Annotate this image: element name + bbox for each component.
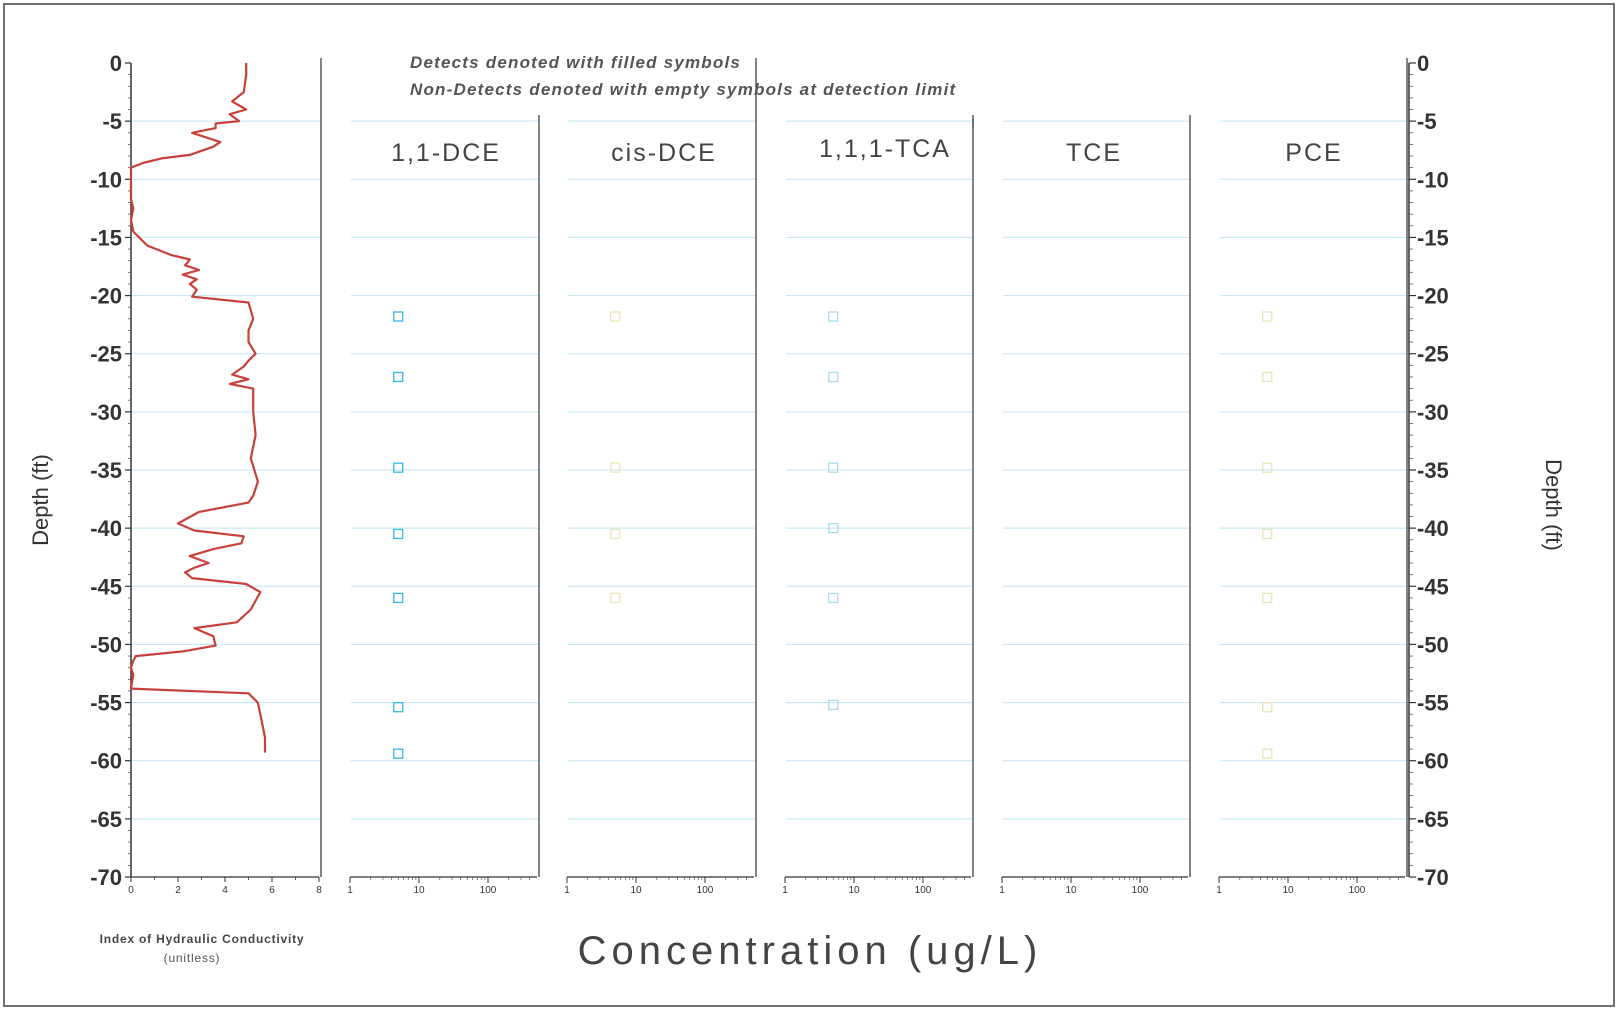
axes-group: 0-5-10-15-20-25-30-35-40-45-50-55-60-65-… — [90, 51, 1449, 896]
hydraulic-x-label-units: (unitless) — [164, 951, 221, 965]
note-filled-symbols: Detects denoted with filled symbols — [410, 53, 741, 72]
right-y-tick-label: -60 — [1417, 749, 1449, 774]
x-tick-label-1-1-dce: 10 — [413, 885, 425, 896]
nondetect-point-cis-dce — [610, 592, 621, 604]
figure-border — [3, 3, 1615, 1007]
x-tick-label-tce: 10 — [1065, 885, 1077, 896]
hydraulic-x-tick-label: 2 — [175, 885, 181, 896]
left-y-tick-label: -25 — [90, 342, 122, 367]
right-y-tick-label: -20 — [1417, 284, 1449, 309]
right-y-tick-label: -70 — [1417, 865, 1449, 890]
left-y-tick-label: -65 — [90, 807, 122, 832]
nondetect-point-1-1-1-tca — [828, 371, 839, 383]
left-y-tick-label: -55 — [90, 691, 122, 716]
right-y-tick-label: -10 — [1417, 167, 1449, 192]
nondetect-point-cis-dce — [610, 311, 621, 322]
nondetect-point-pce — [1262, 528, 1273, 540]
right-y-tick-label: -65 — [1417, 807, 1449, 832]
y-axis-label-left: Depth (ft) — [28, 454, 53, 546]
panel-title-cis-dce: cis-DCE — [611, 139, 717, 167]
x-tick-label-cis-dce: 10 — [630, 885, 642, 896]
grid-lines — [132, 120, 1407, 820]
right-y-tick-label: -5 — [1417, 109, 1437, 134]
x-tick-label-cis-dce: 1 — [564, 885, 570, 896]
right-y-tick-label: -55 — [1417, 691, 1449, 716]
nondetect-point-pce — [1262, 371, 1273, 383]
nondetect-point-1-1-1-tca — [828, 592, 839, 604]
x-tick-label-1-1-1-tca: 100 — [915, 885, 932, 896]
nondetect-point-pce — [1262, 311, 1273, 322]
nondetect-point-1-1-dce — [393, 748, 404, 759]
right-y-tick-label: -45 — [1417, 574, 1449, 599]
hydraulic-x-tick-label: 4 — [222, 885, 228, 896]
hydraulic-x-tick-label: 0 — [128, 885, 134, 896]
left-y-tick-label: -60 — [90, 749, 122, 774]
x-tick-label-1-1-dce: 100 — [480, 885, 497, 896]
nondetect-point-1-1-dce — [393, 371, 404, 383]
x-tick-label-tce: 100 — [1132, 885, 1149, 896]
x-tick-label-pce: 10 — [1282, 885, 1294, 896]
hydraulic-x-label: Index of Hydraulic Conductivity — [100, 932, 305, 946]
x-tick-label-1-1-1-tca: 1 — [782, 885, 788, 896]
x-tick-label-pce: 100 — [1349, 885, 1366, 896]
x-tick-label-pce: 1 — [1216, 885, 1222, 896]
hydraulic-x-tick-label: 6 — [269, 885, 275, 896]
panel-title-pce: PCE — [1285, 139, 1342, 167]
left-y-tick-label: -40 — [90, 516, 122, 541]
nondetect-point-1-1-dce — [393, 592, 404, 604]
right-y-tick-label: -35 — [1417, 458, 1449, 483]
nondetect-point-1-1-1-tca — [828, 699, 839, 711]
nondetect-point-pce — [1262, 702, 1273, 713]
hydraulic-conductivity-line — [129, 63, 267, 753]
left-y-tick-label: -45 — [90, 574, 122, 599]
left-y-tick-label: 0 — [110, 51, 122, 76]
nondetect-point-1-1-1-tca — [828, 311, 839, 322]
left-y-tick-label: -20 — [90, 284, 122, 309]
right-y-tick-label: -25 — [1417, 342, 1449, 367]
nondetect-point-pce — [1262, 592, 1273, 604]
nondetect-point-1-1-dce — [393, 528, 404, 540]
nondetect-point-1-1-dce — [393, 462, 404, 473]
left-y-tick-label: -50 — [90, 632, 122, 657]
left-y-tick-label: -10 — [90, 167, 122, 192]
nondetect-point-pce — [1262, 462, 1273, 473]
right-y-tick-label: -40 — [1417, 516, 1449, 541]
x-tick-label-tce: 1 — [999, 885, 1005, 896]
right-y-tick-label: -15 — [1417, 225, 1449, 250]
left-y-tick-label: -35 — [90, 458, 122, 483]
panel-title-tce: TCE — [1066, 139, 1122, 167]
x-tick-label-cis-dce: 100 — [697, 885, 714, 896]
nondetect-point-1-1-1-tca — [828, 522, 839, 534]
panel-title-1-1-1-tca: 1,1,1-TCA — [819, 135, 951, 163]
nondetect-point-cis-dce — [610, 462, 621, 473]
left-y-tick-label: -15 — [90, 225, 122, 250]
nondetect-point-pce — [1262, 748, 1273, 759]
left-y-tick-label: -5 — [102, 109, 122, 134]
right-y-tick-label: -30 — [1417, 400, 1449, 425]
right-y-tick-label: 0 — [1417, 51, 1429, 76]
left-y-tick-label: -70 — [90, 865, 122, 890]
data-marks — [129, 63, 1273, 759]
nondetect-point-cis-dce — [610, 528, 621, 540]
right-y-tick-label: -50 — [1417, 632, 1449, 657]
note-empty-symbols: Non-Detects denoted with empty symbols a… — [410, 80, 956, 99]
hydraulic-x-tick-label: 8 — [316, 885, 322, 896]
x-tick-label-1-1-1-tca: 10 — [848, 885, 860, 896]
nondetect-point-1-1-dce — [393, 311, 404, 322]
x-tick-label-1-1-dce: 1 — [347, 885, 353, 896]
concentration-axis-label: Concentration (ug/L) — [578, 929, 1043, 973]
nondetect-point-1-1-1-tca — [828, 462, 839, 473]
y-axis-label-right: Depth (ft) — [1541, 459, 1566, 551]
nondetect-point-1-1-dce — [393, 702, 404, 713]
panel-title-1-1-dce: 1,1-DCE — [391, 139, 501, 167]
left-y-tick-label: -30 — [90, 400, 122, 425]
